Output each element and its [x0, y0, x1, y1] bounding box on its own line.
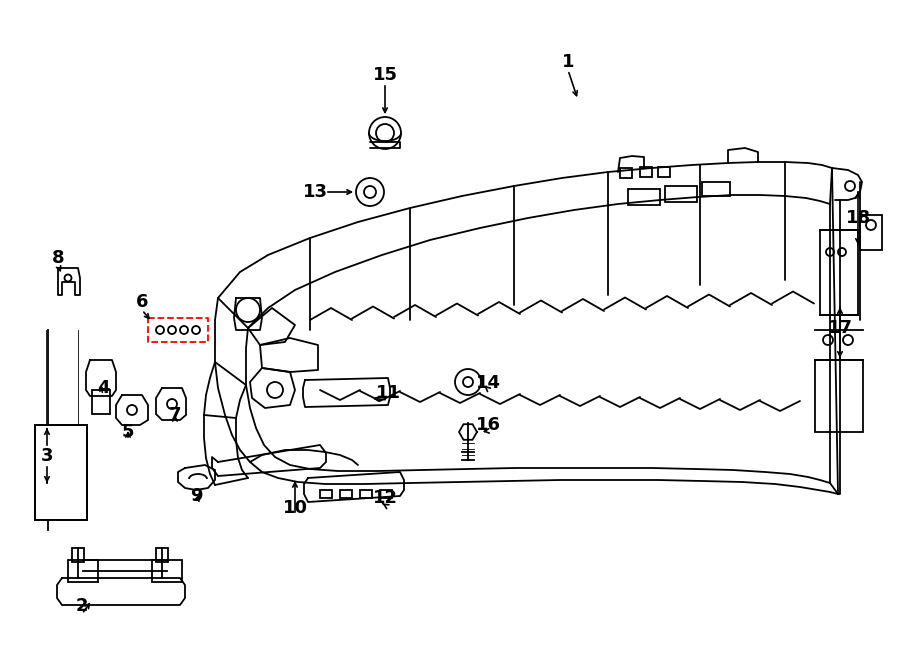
Bar: [628, 189, 660, 205]
Text: 6: 6: [136, 293, 149, 311]
Text: 15: 15: [373, 66, 398, 84]
Bar: [815, 360, 863, 432]
Text: 2: 2: [76, 597, 88, 615]
Bar: [665, 186, 697, 202]
Text: 13: 13: [302, 183, 328, 201]
Bar: [152, 560, 182, 582]
Bar: [360, 490, 372, 498]
Text: 5: 5: [122, 423, 134, 441]
Text: 3: 3: [40, 447, 53, 465]
Bar: [702, 182, 730, 196]
Bar: [820, 230, 858, 315]
Bar: [380, 490, 392, 498]
Text: 11: 11: [375, 384, 401, 402]
Bar: [35, 425, 87, 520]
Text: 4: 4: [97, 379, 109, 397]
Text: 18: 18: [845, 209, 870, 227]
Bar: [68, 560, 98, 582]
Bar: [658, 167, 670, 177]
Text: 8: 8: [51, 249, 64, 267]
Bar: [340, 490, 352, 498]
Text: 1: 1: [562, 53, 574, 71]
Bar: [620, 168, 632, 178]
Bar: [640, 167, 652, 177]
Text: 9: 9: [190, 487, 203, 505]
Text: 14: 14: [475, 374, 500, 392]
Text: 7: 7: [169, 406, 181, 424]
Bar: [320, 490, 332, 498]
Bar: [72, 548, 84, 562]
Bar: [156, 548, 168, 562]
Text: 10: 10: [283, 499, 308, 517]
Text: 17: 17: [827, 319, 852, 337]
Bar: [92, 390, 110, 414]
Text: 16: 16: [475, 416, 500, 434]
Bar: [860, 215, 882, 250]
Bar: [35, 425, 87, 520]
Text: 12: 12: [373, 489, 398, 507]
